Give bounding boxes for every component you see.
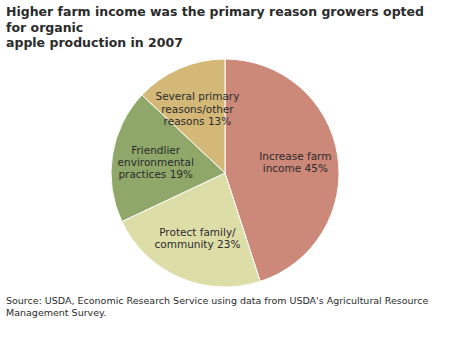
html-text:Higher farm income was the pri: Higher farm income was the primary reaso…: [6, 4, 424, 51]
html-text:Source: USDA, Economic Researc: Source: USDA, Economic Research Service …: [6, 294, 429, 318]
svg-text:Several primaryreasons/otherre: Several primaryreasons/otherreasons 13%: [155, 90, 239, 126]
svg-text:Protect family/community 23%: Protect family/community 23%: [154, 226, 240, 250]
svg-text:Friendlierenvironmentalpractic: Friendlierenvironmentalpractices 19%: [118, 144, 194, 180]
svg-text:Increase farmincome 45%: Increase farmincome 45%: [259, 150, 331, 174]
